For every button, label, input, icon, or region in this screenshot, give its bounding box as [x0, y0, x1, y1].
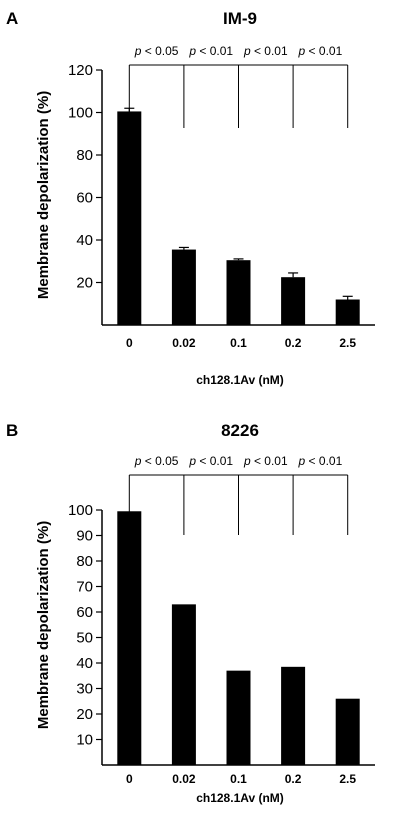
- panel-b-y-axis-label: Membrane depolarization (%): [35, 521, 52, 729]
- x-tick-label: 2.5: [339, 336, 356, 350]
- p-value-label: p < 0.05: [134, 44, 179, 58]
- panel-a-y-ticks: 20 40 60 80 100 120: [68, 62, 102, 292]
- panel-a-x-ticks: 0 0.02 0.1 0.2 2.5: [126, 336, 356, 350]
- p-value-label: p < 0.01: [298, 454, 343, 468]
- x-tick-label: 0.02: [172, 336, 196, 350]
- y-tick-label: 80: [76, 553, 93, 570]
- bar: [281, 277, 306, 325]
- bar: [335, 698, 360, 765]
- panel-a-letter: A: [6, 9, 18, 28]
- bar: [281, 666, 306, 765]
- y-tick-label: 60: [76, 190, 93, 207]
- panel-b-x-axis-label: ch128.1Av (nM): [196, 791, 284, 805]
- bar: [117, 511, 142, 765]
- y-tick-label: 20: [76, 275, 93, 292]
- bar: [171, 604, 196, 765]
- panel-b-letter: B: [6, 421, 18, 440]
- p-value-label: p < 0.05: [134, 454, 179, 468]
- y-tick-label: 60: [76, 604, 93, 621]
- bar: [226, 260, 251, 325]
- y-tick-label: 50: [76, 630, 93, 647]
- p-value-label: p < 0.01: [243, 44, 288, 58]
- panel-b-bars: [117, 511, 360, 765]
- panel-b: B 8226 10 20 30 40 50 60 70 80 90 100 0 0.02 0.1 0.2…: [6, 421, 375, 805]
- x-tick-label: 0.1: [230, 336, 247, 350]
- p-value-label: p < 0.01: [188, 44, 233, 58]
- panel-b-significance-brackets: p < 0.05 p < 0.01 p < 0.01 p < 0.01: [128, 454, 349, 535]
- x-tick-label: 0.2: [285, 336, 302, 350]
- y-tick-label: 90: [76, 528, 93, 545]
- panel-a-x-axis-label: ch128.1Av (nM): [196, 373, 284, 387]
- panel-a-bars: [117, 107, 360, 325]
- y-tick-label: 120: [68, 62, 93, 79]
- y-tick-label: 80: [76, 147, 93, 164]
- y-tick-label: 30: [76, 681, 93, 698]
- panel-b-x-ticks: 0 0.02 0.1 0.2 2.5: [126, 772, 356, 786]
- panel-a: A IM-9 20 40 60 80 100 120 0 0.02 0.1 0.2 2.5 p <…: [6, 9, 375, 387]
- panel-a-y-axis-label: Membrane depolarization (%): [35, 91, 52, 299]
- y-tick-label: 40: [76, 232, 93, 249]
- p-value-label: p < 0.01: [243, 454, 288, 468]
- p-value-label: p < 0.01: [188, 454, 233, 468]
- x-tick-label: 0.2: [285, 772, 302, 786]
- bar: [226, 670, 251, 765]
- panel-a-title: IM-9: [223, 9, 257, 28]
- panel-b-y-ticks: 10 20 30 40 50 60 70 80 90 100: [68, 502, 102, 749]
- y-tick-label: 70: [76, 579, 93, 596]
- y-tick-label: 100: [68, 502, 93, 519]
- x-tick-label: 2.5: [339, 772, 356, 786]
- x-tick-label: 0.02: [172, 772, 196, 786]
- p-value-label: p < 0.01: [298, 44, 343, 58]
- y-tick-label: 20: [76, 706, 93, 723]
- x-tick-label: 0: [126, 336, 133, 350]
- x-tick-label: 0.1: [230, 772, 247, 786]
- panel-a-significance-brackets: p < 0.05 p < 0.01 p < 0.01 p < 0.01: [128, 44, 349, 128]
- y-tick-label: 10: [76, 732, 93, 749]
- bar: [117, 111, 142, 325]
- x-tick-label: 0: [126, 772, 133, 786]
- y-tick-label: 100: [68, 105, 93, 122]
- y-tick-label: 40: [76, 655, 93, 672]
- bar: [171, 249, 196, 325]
- panel-b-title: 8226: [221, 421, 259, 440]
- bar: [335, 299, 360, 325]
